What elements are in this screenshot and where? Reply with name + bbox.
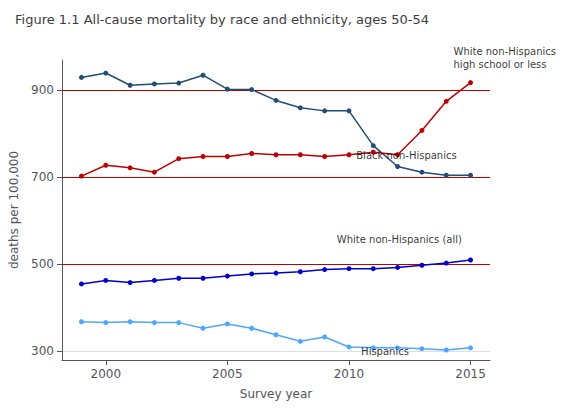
svg-text:White non-Hispanics: White non-Hispanics [454,46,556,57]
svg-text:deaths per 100,000: deaths per 100,000 [7,151,21,269]
svg-text:2005: 2005 [212,367,243,381]
svg-text:Black non-Hispanics: Black non-Hispanics [356,150,456,161]
svg-text:2010: 2010 [334,367,365,381]
svg-text:2000: 2000 [90,367,121,381]
svg-text:Hispanics: Hispanics [361,346,409,357]
svg-text:Survey year: Survey year [240,387,312,401]
svg-text:500: 500 [31,257,54,271]
svg-text:900: 900 [31,83,54,97]
svg-text:700: 700 [31,170,54,184]
svg-text:Figure 1.1 All-cause mortality: Figure 1.1 All-cause mortality by race a… [15,12,429,27]
svg-text:300: 300 [31,344,54,358]
svg-text:White non-Hispanics (all): White non-Hispanics (all) [337,234,462,245]
svg-text:2015: 2015 [455,367,486,381]
svg-text:high school or less: high school or less [454,59,547,70]
